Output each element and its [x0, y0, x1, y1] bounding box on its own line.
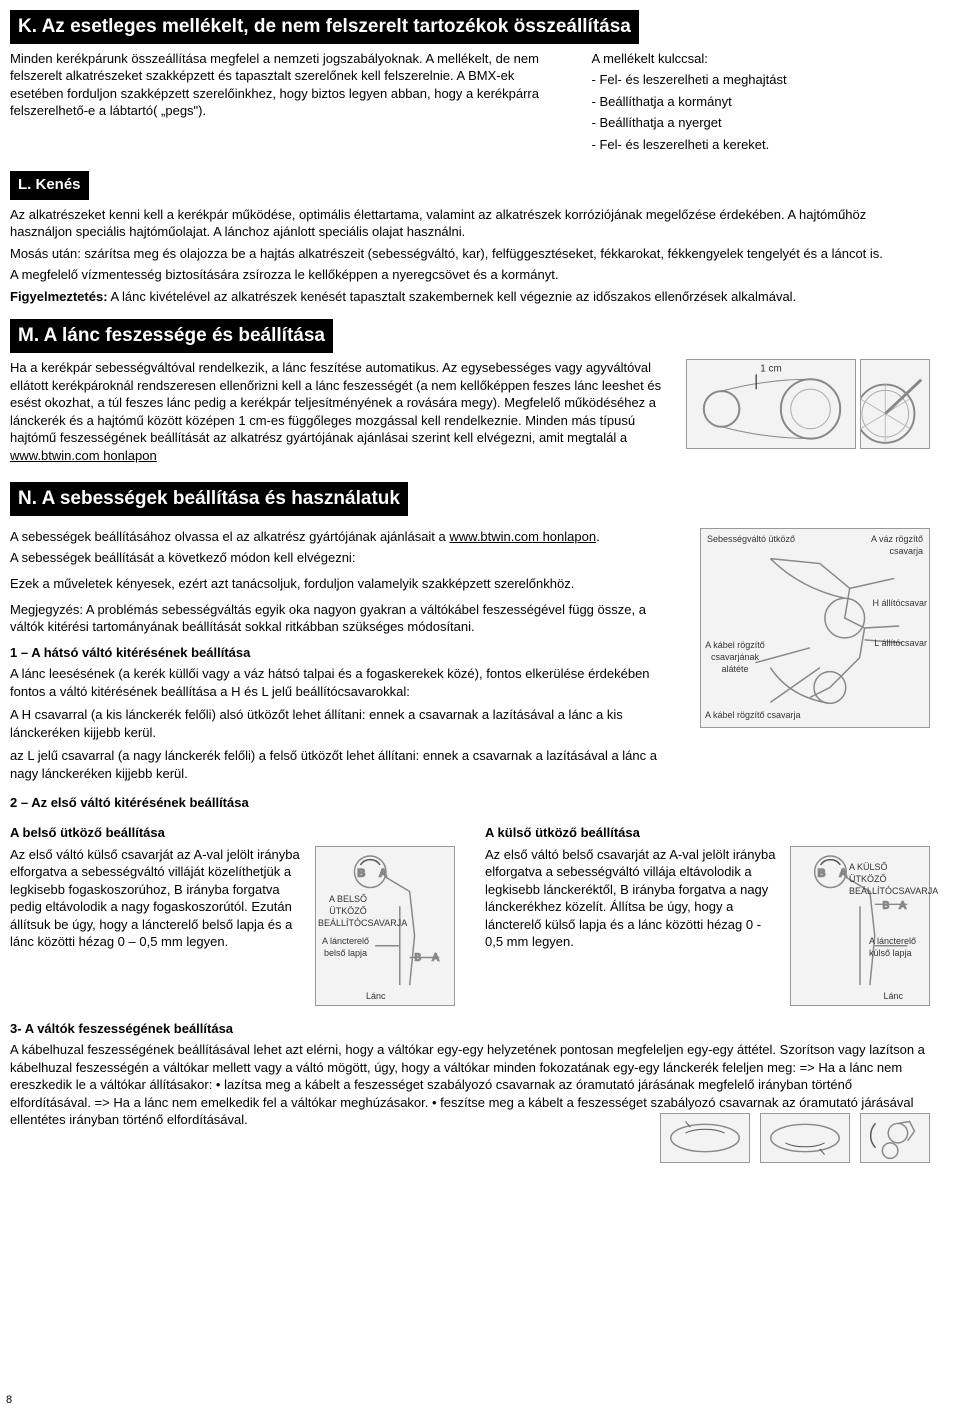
n-intro1: A sebességek beállításához olvassa el az… — [10, 528, 680, 546]
n-sub1-hb: az L jelű csavarral (a nagy lánckerék fe… — [10, 747, 680, 782]
m-fig-wheel — [860, 359, 930, 449]
heading-m: M. A lánc feszessége és beállítása — [10, 319, 333, 353]
n-sub2b-p: Az első váltó belső csavarját az A-val j… — [485, 846, 776, 951]
l-p3: A megfelelő vízmentesség biztosítására z… — [10, 266, 930, 284]
m-p1-text: Ha a kerékpár sebességváltóval rendelkez… — [10, 360, 661, 445]
der-lbl-e: A kábel rögzítő csavarjának alátéte — [705, 639, 765, 675]
s2b-l3: Lánc — [883, 990, 903, 1002]
n-intro1-link[interactable]: www.btwin.com honlapon — [449, 529, 596, 544]
section-m: M. A lánc feszessége és beállítása Ha a … — [10, 319, 930, 468]
m-fig-chain: 1 cm — [686, 359, 856, 449]
k-left-text: Minden kerékpárunk összeállítása megfele… — [10, 50, 552, 120]
svg-text:A: A — [899, 900, 906, 911]
n-sub2-h: 2 – Az első váltó kitérésének beállítása — [10, 794, 930, 812]
s2b-l1: A KÜLSŐ ÜTKÖZŐ BEÁLLÍTÓCSAVARJA — [849, 861, 927, 897]
svg-text:B: B — [818, 867, 826, 879]
n-sub2a-row: Az első váltó külső csavarját az A-val j… — [10, 846, 455, 1006]
section-k: K. Az esetleges mellékelt, de nem felsze… — [10, 10, 930, 157]
svg-text:1 cm: 1 cm — [760, 363, 781, 374]
l-warn: Figyelmeztetés: A lánc kivételével az al… — [10, 288, 930, 306]
svg-text:B: B — [883, 900, 890, 911]
m-link[interactable]: www.btwin.com honlapon — [10, 448, 157, 463]
n-sub2a-p: Az első váltó külső csavarját az A-val j… — [10, 846, 301, 951]
s2b-l2: A láncterelő külső lapja — [869, 935, 927, 959]
svg-text:B: B — [357, 867, 365, 879]
section-k-left: Minden kerékpárunk összeállítása megfele… — [10, 50, 552, 158]
mini-fig-1 — [660, 1113, 750, 1163]
section-n: N. A sebességek beállítása és használatu… — [10, 482, 930, 1163]
n-sub1-h: 1 – A hátsó váltó kitérésének beállítása — [10, 644, 680, 662]
k-right-item-3: - Fel- és leszerelheti a kereket. — [592, 136, 930, 154]
n-sub2b: A külső ütköző beállítása Az első váltó … — [485, 816, 930, 1006]
der-lbl-a: Sebességváltó ütköző — [707, 533, 795, 545]
der-lbl-f: A kábel rögzítő csavarja — [705, 709, 801, 721]
der-lbl-c: H állítócsavar — [872, 597, 927, 609]
heading-l: L. Kenés — [10, 171, 89, 199]
n-sub1-p: A lánc leesésének (a kerék küllői vagy a… — [10, 665, 680, 700]
section-m-row: Ha a kerékpár sebességváltóval rendelkez… — [10, 359, 930, 468]
n-advice: Ezek a műveletek kényesek, ezért azt tan… — [10, 575, 680, 593]
der-lbl-b: A váz rögzítő csavarja — [853, 533, 923, 557]
n-sub2a-h: A belső ütköző beállítása — [10, 824, 455, 842]
n-sub3-h: 3- A váltók feszességének beállítása — [10, 1020, 930, 1038]
n-sub2a: A belső ütköző beállítása Az első váltó … — [10, 816, 455, 1006]
n-top-block: A sebességek beállításához olvassa el az… — [10, 528, 930, 787]
l-p1: Az alkatrészeket kenni kell a kerékpár m… — [10, 206, 930, 241]
s2a-l1: A BELSŐ ÜTKÖZŐ BEÁLLÍTÓCSAVARJA — [318, 893, 378, 929]
heading-k: K. Az esetleges mellékelt, de nem felsze… — [10, 10, 639, 44]
section-k-body: Minden kerékpárunk összeállítása megfele… — [10, 50, 930, 158]
page-number: 8 — [6, 1393, 12, 1408]
s2a-l3: Lánc — [366, 990, 386, 1002]
l-warn-text: A lánc kivételével az alkatrészek kenésé… — [108, 289, 797, 304]
der-lbl-d: L állítócsavar — [874, 637, 927, 649]
k-right-item-1: - Beállíthatja a kormányt — [592, 93, 930, 111]
section-k-right: A mellékelt kulccsal: - Fel- és leszerel… — [592, 50, 930, 158]
k-right-item-2: - Beállíthatja a nyerget — [592, 114, 930, 132]
n-sub2a-fig: B A B A A BELSŐ ÜTKÖZŐ BEÁLLÍTÓCSAVARJA … — [315, 846, 455, 1006]
l-warn-label: Figyelmeztetés: — [10, 289, 108, 304]
n-note: Megjegyzés: A problémás sebességváltás e… — [10, 601, 680, 636]
k-right-item-0: - Fel- és leszerelheti a meghajtást — [592, 71, 930, 89]
n-intro2: A sebességek beállítását a következő mód… — [10, 549, 680, 567]
s2a-l2: A láncterelő belső lapja — [318, 935, 373, 959]
n-sub2b-h: A külső ütköző beállítása — [485, 824, 930, 842]
n-sub2-split: A belső ütköző beállítása Az első váltó … — [10, 816, 930, 1006]
m-text-col: Ha a kerékpár sebességváltóval rendelkez… — [10, 359, 672, 468]
m-fig-group: 1 cm — [686, 359, 930, 449]
n-top-text: A sebességek beállításához olvassa el az… — [10, 528, 680, 787]
section-l: L. Kenés Az alkatrészeket kenni kell a k… — [10, 171, 930, 305]
n-fig-derailleur: Sebességváltó ütköző A váz rögzítő csava… — [700, 528, 930, 728]
n-sub1-ha: A H csavarral (a kis lánckerék felőli) a… — [10, 706, 680, 741]
k-right-title: A mellékelt kulccsal: — [592, 50, 930, 68]
m-p1: Ha a kerékpár sebességváltóval rendelkez… — [10, 359, 672, 464]
l-p2: Mosás után: szárítsa meg és olajozza be … — [10, 245, 930, 263]
mini-fig-3 — [860, 1113, 930, 1163]
n-sub2b-fig: B A B A A KÜLSŐ ÜTKÖZŐ BEÁLLÍTÓCSAVARJA … — [790, 846, 930, 1006]
n-sub2b-row: Az első váltó belső csavarját az A-val j… — [485, 846, 930, 1006]
heading-n: N. A sebességek beállítása és használatu… — [10, 482, 408, 516]
mini-fig-2 — [760, 1113, 850, 1163]
